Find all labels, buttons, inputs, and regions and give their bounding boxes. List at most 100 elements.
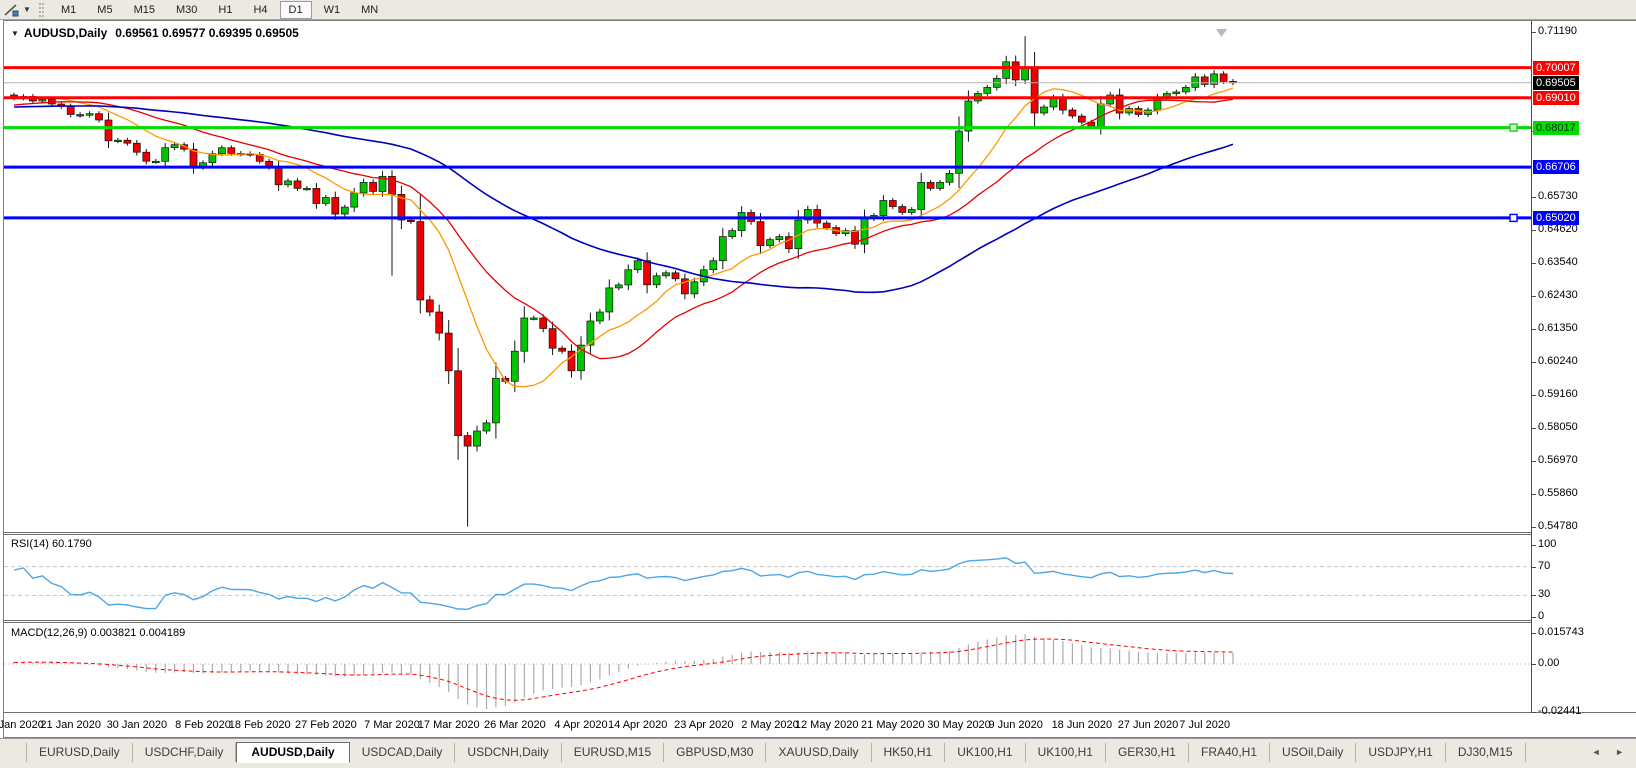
line-draw-tool-glyph xyxy=(4,3,19,16)
axis-tick xyxy=(1532,545,1536,546)
line-handle xyxy=(1509,123,1518,132)
chart-title: ▼ AUDUSD,Daily 0.69561 0.69577 0.69395 0.6… xyxy=(11,26,299,40)
price-tick-label: 0.62430 xyxy=(1538,289,1578,301)
timeframe-button-M1[interactable]: M1 xyxy=(61,3,77,16)
hline-price-label: 0.68017 xyxy=(1533,120,1579,135)
date-label: 27 Jun 2020 xyxy=(1117,719,1179,731)
price-tick-label: 0.54780 xyxy=(1538,519,1578,532)
chart-tab-usdjpy-h1[interactable]: USDJPY,H1 xyxy=(1356,743,1446,762)
chart-tab-audusd-daily[interactable]: AUDUSD,Daily xyxy=(236,742,350,763)
axis-tick xyxy=(1532,712,1536,714)
pane-separator[interactable] xyxy=(4,532,1636,535)
price-tick-label: 0.55860 xyxy=(1538,487,1578,500)
chart-menu-arrow-icon[interactable]: ▼ xyxy=(11,29,19,38)
chart-tab-fra40-h1[interactable]: FRA40,H1 xyxy=(1189,743,1271,762)
date-label: 12 May 2020 xyxy=(794,719,859,731)
chart-tab-usdchf-daily[interactable]: USDCHF,Daily xyxy=(133,743,237,762)
chart-tab-uk100-h1[interactable]: UK100,H1 xyxy=(1026,743,1106,762)
timeframe-button-W1[interactable]: W1 xyxy=(323,3,341,16)
rsi-label: RSI(14) 60.1790 xyxy=(11,538,92,550)
chart-tab-usdcnh-daily[interactable]: USDCNH,Daily xyxy=(455,743,562,762)
date-label: 23 Apr 2020 xyxy=(674,719,734,731)
date-label: 30 Jan 2020 xyxy=(106,719,168,731)
axis-tick xyxy=(1532,362,1536,363)
axis-tick xyxy=(1532,526,1536,528)
date-label: 18 Jun 2020 xyxy=(1051,719,1113,731)
tab-scroll-arrows[interactable]: ◄ ► xyxy=(1591,747,1630,757)
axis-tick xyxy=(1532,328,1536,330)
axis-tick xyxy=(1532,230,1536,231)
timeframe-button-M30[interactable]: M30 xyxy=(175,3,198,16)
chart-tab-eurusd-daily[interactable]: EURUSD,Daily xyxy=(26,743,133,762)
price-axis[interactable]: 0.711900.679200.657300.646200.635400.624… xyxy=(1531,21,1636,717)
date-label: 7 Jul 2020 xyxy=(1179,719,1231,731)
date-label: 30 May 2020 xyxy=(927,719,991,731)
macd-signal-line xyxy=(13,638,1234,701)
timeframe-button-D1[interactable]: D1 xyxy=(279,0,312,19)
hline-price-label: 0.65020 xyxy=(1533,210,1579,225)
candles-layer xyxy=(10,36,1237,527)
top-toolbar: ▼ M1 M5 M15 M30 H1 H4 D1 W1 MN xyxy=(0,0,1636,20)
macd-label: MACD(12,26,9) 0.003821 0.004189 xyxy=(11,627,186,639)
chart-tab-gbpusd-m30[interactable]: GBPUSD,M30 xyxy=(664,743,767,762)
timeframe-toolbar: M1 M5 M15 M30 H1 H4 D1 W1 MN xyxy=(52,0,390,19)
chart-tab-dj30-m15[interactable]: DJ30,M15 xyxy=(1446,743,1526,762)
chart-window[interactable]: ▼ AUDUSD,Daily 0.69561 0.69577 0.69395 0.6… xyxy=(0,20,1636,738)
tool-dropdown-icon[interactable]: ▼ xyxy=(23,5,31,14)
date-label: 18 Feb 2020 xyxy=(228,719,291,731)
hline-price-label: 0.69010 xyxy=(1533,90,1579,105)
date-label: 11 Jan 2020 xyxy=(0,719,44,731)
hline-price-label: 0.70007 xyxy=(1533,60,1579,75)
price-tick-label: 0.59160 xyxy=(1538,387,1578,400)
toolbar-grip[interactable] xyxy=(39,2,44,17)
timeframe-button-M5[interactable]: M5 xyxy=(97,3,113,16)
date-label: 2 May 2020 xyxy=(741,719,799,731)
rsi-indicator-canvas[interactable] xyxy=(4,535,1531,620)
timeframe-button-M15[interactable]: M15 xyxy=(133,3,155,16)
price-tick-label: 0.64620 xyxy=(1538,223,1578,235)
price-tick-label: 0.56970 xyxy=(1538,453,1578,466)
chart-tab-bar: EURUSD,Daily USDCHF,Daily AUDUSD,Daily USDC… xyxy=(0,738,1636,768)
macd-tick-label: 0.015743 xyxy=(1538,626,1584,638)
timeframe-button-MN[interactable]: MN xyxy=(361,3,379,16)
ma-line-20 xyxy=(13,98,1234,360)
date-label: 17 Mar 2020 xyxy=(417,719,480,731)
date-label: 26 Mar 2020 xyxy=(483,719,546,731)
date-label: 8 Feb 2020 xyxy=(175,719,231,731)
chart-ohlc-values: 0.69561 0.69577 0.69395 0.69505 xyxy=(115,26,299,40)
axis-tick xyxy=(1532,196,1536,198)
pane-separator[interactable] xyxy=(4,620,1636,623)
rsi-tick-label: 70 xyxy=(1538,559,1551,572)
rsi-tick-label: 0 xyxy=(1538,610,1545,622)
price-tick-label: 0.61350 xyxy=(1538,321,1578,334)
chart-tab-eurusd-m15[interactable]: EURUSD,M15 xyxy=(562,743,665,762)
axis-tick xyxy=(1532,664,1536,665)
macd-tick-label: 0.00 xyxy=(1538,657,1560,669)
chart-shift-marker-icon xyxy=(1216,29,1227,37)
current-price-label: 0.69505 xyxy=(1533,75,1579,90)
price-tick-label: 0.60240 xyxy=(1538,355,1578,367)
date-label: 21 May 2020 xyxy=(861,719,925,731)
chart-symbol-label: AUDUSD,Daily xyxy=(23,26,108,40)
timeframe-button-H4[interactable]: H4 xyxy=(253,3,268,16)
line-draw-tool-icon[interactable] xyxy=(1,2,21,18)
macd-indicator-canvas[interactable] xyxy=(4,623,1531,712)
chart-tab-uk100-h1[interactable]: UK100,H1 xyxy=(945,743,1026,762)
price-tick-label: 0.58050 xyxy=(1538,421,1578,434)
date-label: 9 Jun 2020 xyxy=(988,719,1043,731)
timeframe-button-H1[interactable]: H1 xyxy=(218,3,233,16)
chart-tab-xauusd-daily[interactable]: XAUUSD,Daily xyxy=(766,743,872,762)
macd-tick-label: -0.02441 xyxy=(1538,705,1582,718)
chart-tab-usoil-daily[interactable]: USOil,Daily xyxy=(1270,743,1357,762)
chart-tab-ger30-h1[interactable]: GER30,H1 xyxy=(1106,743,1189,762)
chart-tab-hk50-h1[interactable]: HK50,H1 xyxy=(872,743,946,762)
axis-tick xyxy=(1532,595,1536,597)
date-label: 27 Feb 2020 xyxy=(294,719,357,731)
axis-tick xyxy=(1532,31,1536,33)
price-chart-canvas[interactable] xyxy=(4,23,1531,532)
axis-tick xyxy=(1532,617,1536,618)
chart-tab-usdcad-daily[interactable]: USDCAD,Daily xyxy=(350,743,456,762)
date-label: 4 Apr 2020 xyxy=(554,719,608,731)
